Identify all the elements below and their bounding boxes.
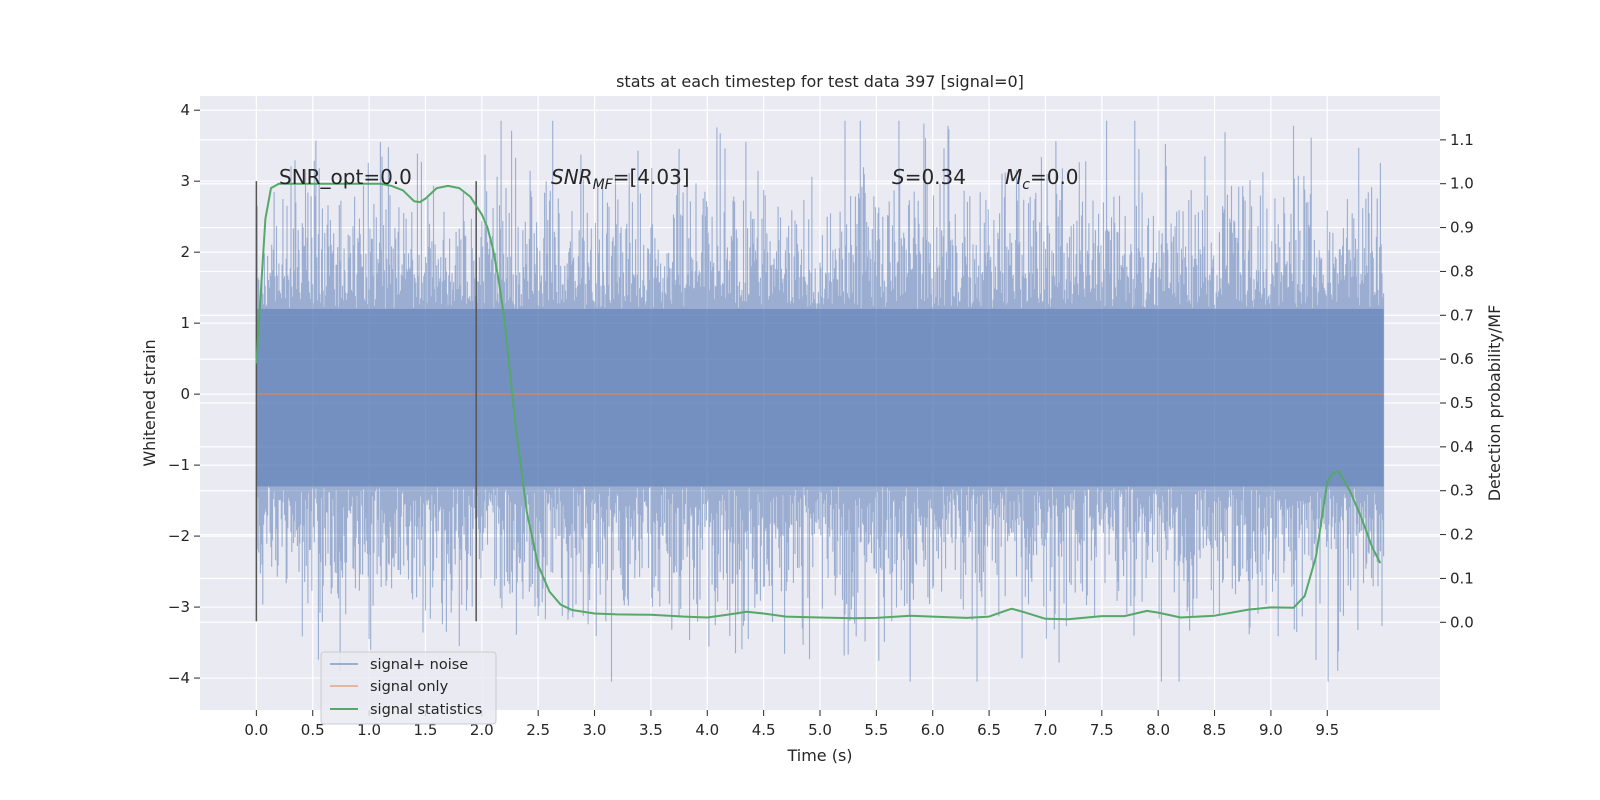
y-tick-label: 0	[180, 385, 190, 403]
x-tick-label: 8.5	[1203, 721, 1227, 739]
y-tick-label: 4	[180, 101, 190, 119]
annotation-mc-main: M	[1005, 165, 1022, 189]
annotation-mc: Mc=0.0	[1005, 165, 1079, 193]
y-right-tick-label: 0.1	[1450, 569, 1474, 587]
x-tick-label: 1.5	[414, 721, 438, 739]
legend-label-signal-only: signal only	[370, 679, 449, 695]
x-tick-label: 9.5	[1315, 721, 1339, 739]
y-right-tick-label: 0.9	[1450, 219, 1474, 237]
annotation-snr-mf-sub: MF	[593, 177, 614, 193]
y-tick-label: −1	[168, 456, 190, 474]
annotation-snr-mf-value: =[4.03]	[613, 165, 690, 189]
y-tick-label: −4	[168, 669, 190, 687]
y-right-tick-label: 1.0	[1450, 175, 1474, 193]
annotation-s-main: S	[892, 165, 905, 189]
legend-label-signal-statistics: signal statistics	[370, 702, 482, 718]
y-right-tick-label: 0.4	[1450, 438, 1474, 456]
series-signal-statistics	[255, 182, 1382, 621]
y-right-tick-label: 0.5	[1450, 394, 1474, 412]
x-tick-label: 8.0	[1146, 721, 1170, 739]
x-tick-label: 3.5	[639, 721, 663, 739]
y-right-tick-label: 0.2	[1450, 526, 1474, 544]
y-right-tick-label: 0.0	[1450, 613, 1474, 631]
chart-title: stats at each timestep for test data 397…	[616, 72, 1024, 91]
signal-noise-core-band	[256, 308, 1384, 487]
y-right-tick-label: 0.7	[1450, 306, 1474, 324]
x-tick-label: 6.0	[921, 721, 945, 739]
axis-ticks: 0.0 0.5 1.0 1.5 2.0 2.5 3.0 3.5 4.0 4.5 5.0 5.5 6.0 6…	[168, 101, 1474, 739]
x-tick-label: 5.5	[864, 721, 888, 739]
y-tick-label: 1	[180, 314, 190, 332]
y-axis-label: Whitened strain	[140, 339, 159, 466]
x-tick-label: 0.5	[301, 721, 325, 739]
x-tick-label: 1.0	[357, 721, 381, 739]
legend: signal+ noise signal only signal statist…	[320, 651, 497, 725]
x-tick-label: 3.0	[583, 721, 607, 739]
y-tick-label: −3	[168, 598, 190, 616]
x-tick-label: 2.0	[470, 721, 494, 739]
series-signal-noise	[255, 120, 1385, 682]
y-right-tick-label: 0.8	[1450, 262, 1474, 280]
x-tick-label: 2.5	[526, 721, 550, 739]
x-tick-label: 9.0	[1259, 721, 1283, 739]
vertical-markers	[255, 181, 477, 622]
x-tick-label: 7.0	[1034, 721, 1058, 739]
y-right-tick-label: 0.6	[1450, 350, 1474, 368]
x-tick-label: 7.5	[1090, 721, 1114, 739]
annotation-s: S=0.34	[892, 165, 966, 189]
annotation-snr-opt: SNR_opt=0.0	[279, 165, 412, 189]
legend-label-signal-noise: signal+ noise	[370, 657, 468, 673]
annotation-snr-mf: SNRMF=[4.03]	[551, 165, 690, 193]
y-tick-label: −2	[168, 527, 190, 545]
annotation-mc-value: =0.0	[1030, 165, 1079, 189]
y-tick-label: 3	[180, 172, 190, 190]
y-right-tick-label: 0.3	[1450, 482, 1474, 500]
signal-statistics-line	[255, 182, 1382, 621]
x-axis-label: Time (s)	[786, 746, 852, 765]
x-tick-label: 6.5	[977, 721, 1001, 739]
y-axis-right-label: Detection probability/MF	[1485, 305, 1504, 502]
annotation-mc-sub: c	[1022, 177, 1030, 193]
y-tick-label: 2	[180, 243, 190, 261]
annotation-s-value: =0.34	[905, 165, 966, 189]
x-tick-label: 0.0	[244, 721, 268, 739]
x-tick-label: 4.5	[752, 721, 776, 739]
legend-box	[320, 651, 497, 725]
x-tick-label: 5.0	[808, 721, 832, 739]
x-tick-label: 4.0	[695, 721, 719, 739]
annotation-snr-mf-main: SNR	[551, 165, 593, 189]
y-right-tick-label: 1.1	[1450, 131, 1474, 149]
